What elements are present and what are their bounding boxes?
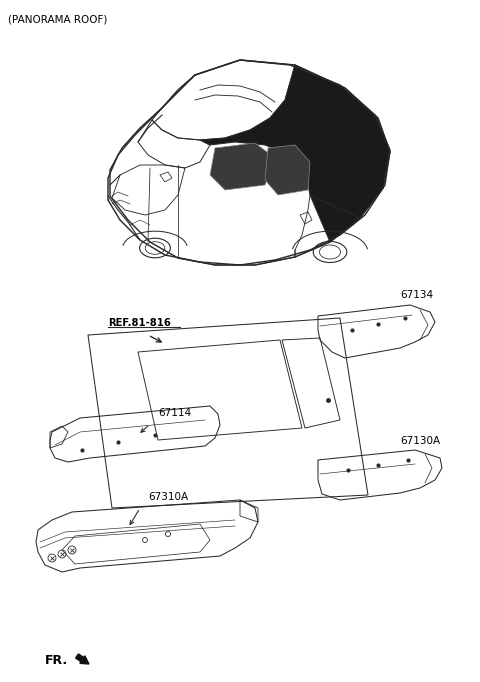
- Text: 67134: 67134: [400, 290, 433, 300]
- Text: (PANORAMA ROOF): (PANORAMA ROOF): [8, 14, 108, 24]
- Text: 67310A: 67310A: [148, 492, 188, 502]
- Polygon shape: [265, 145, 310, 195]
- Polygon shape: [210, 143, 275, 190]
- Text: REF.81-816: REF.81-816: [108, 318, 171, 328]
- Text: 67114: 67114: [158, 408, 191, 418]
- Text: FR.: FR.: [45, 653, 68, 666]
- FancyArrow shape: [76, 654, 89, 664]
- Polygon shape: [200, 65, 390, 242]
- Text: 67130A: 67130A: [400, 436, 440, 446]
